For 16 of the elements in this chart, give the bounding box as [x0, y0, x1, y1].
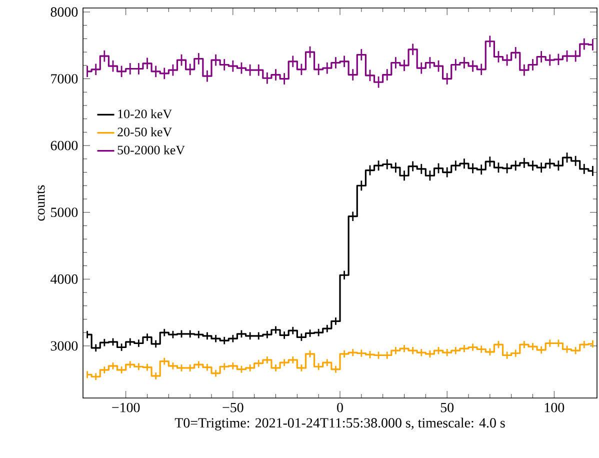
y-tick-label: 6000 — [50, 140, 78, 150]
y-tick-label: 5000 — [51, 208, 78, 218]
legend-label: 10-20 keV — [118, 109, 172, 118]
x-tick-label: 100 — [544, 402, 564, 412]
y-axis-title: counts — [36, 185, 45, 221]
x-axis-title: T0=Trigtime: 2021-01-24T11:55:38.000 s, timescale: 4.0 s — [174, 418, 505, 430]
x-tick-label: −100 — [112, 402, 140, 412]
x-tick-label: −50 — [222, 402, 244, 412]
legend-label: 50-2000 keV — [118, 145, 185, 155]
x-tick-label: 0 — [337, 402, 343, 412]
y-tick-label: 8000 — [50, 7, 78, 17]
y-tick-label: 7000 — [51, 74, 78, 84]
y-tick-label: 4000 — [50, 274, 78, 284]
y-tick-label: 3000 — [50, 341, 78, 351]
legend-label: 20-50 keV — [118, 127, 172, 136]
x-tick-label: 50 — [440, 402, 454, 412]
